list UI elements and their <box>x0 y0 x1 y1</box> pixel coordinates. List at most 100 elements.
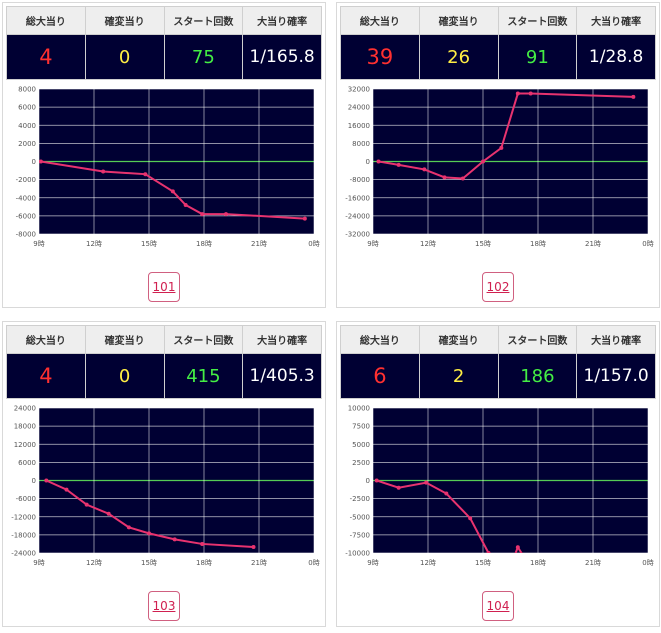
x-tick-label: 12時 <box>86 559 102 567</box>
machine-number-link[interactable]: 101 <box>148 272 180 302</box>
balance-chart: 10000 7500 5000 2500 0 -2500 -5000 -7500 -100009… <box>345 405 654 568</box>
stats-table: 総大当り 確変当り スタート回数 大当り確率 4 0 415 1/405.3 <box>6 325 322 399</box>
data-point <box>126 525 131 530</box>
y-tick-label: -2000 <box>16 176 36 184</box>
header-total-hits: 総大当り <box>6 6 86 35</box>
data-point <box>631 94 636 99</box>
start-count-value: 75 <box>163 34 244 80</box>
x-tick-label: 9時 <box>33 240 44 248</box>
data-point <box>106 511 111 516</box>
x-tick-label: 18時 <box>530 559 546 567</box>
x-tick-label: 18時 <box>196 559 212 567</box>
y-tick-label: 10000 <box>348 405 370 413</box>
header-start-count: スタート回数 <box>497 6 578 35</box>
y-tick-label: 12000 <box>14 441 36 449</box>
stats-table: 総大当り 確変当り スタート回数 大当り確率 6 2 186 1/157.0 <box>340 325 656 399</box>
data-point <box>460 176 465 181</box>
data-point <box>396 162 401 167</box>
y-tick-label: 4000 <box>18 122 36 130</box>
data-point <box>44 478 49 483</box>
header-total-hits: 総大当り <box>340 6 420 35</box>
y-tick-label: -24000 <box>345 212 370 220</box>
y-tick-label: 2000 <box>18 140 36 148</box>
data-point <box>424 480 429 485</box>
data-point <box>499 145 504 150</box>
y-tick-label: -5000 <box>350 513 370 521</box>
data-point <box>302 216 307 221</box>
header-hit-rate: 大当り確率 <box>576 325 656 354</box>
header-kakuhen-hits: 確変当り <box>418 6 499 35</box>
x-tick-label: 15時 <box>475 240 491 248</box>
total-hits-value: 4 <box>6 34 86 80</box>
machine-panel: 総大当り 確変当り スタート回数 大当り確率 4 0 75 1/165.8 10… <box>2 2 326 308</box>
data-point <box>528 91 533 96</box>
total-hits-value: 39 <box>340 34 420 80</box>
balance-chart: 32000 24000 16000 8000 0 -8000 -16000 -24000 -32… <box>345 86 654 249</box>
header-kakuhen-hits: 確変当り <box>418 325 499 354</box>
kakuhen-hits-value: 0 <box>84 34 165 80</box>
x-tick-label: 12時 <box>420 240 436 248</box>
stats-table: 総大当り 確変当り スタート回数 大当り確率 39 26 91 1/28.8 <box>340 6 656 80</box>
y-tick-label: 32000 <box>348 86 370 94</box>
y-tick-label: -10000 <box>345 550 370 558</box>
y-tick-label: 18000 <box>14 423 36 431</box>
machine-panel: 総大当り 確変当り スタート回数 大当り確率 4 0 415 1/405.3 1… <box>2 321 326 627</box>
start-count-value: 91 <box>497 34 578 80</box>
data-point <box>442 175 447 180</box>
y-tick-label: -2500 <box>350 495 370 503</box>
y-tick-label: 7500 <box>352 423 370 431</box>
y-tick-label: 0 <box>32 477 36 485</box>
machine-number-link[interactable]: 102 <box>482 272 514 302</box>
y-tick-label: -6000 <box>16 495 36 503</box>
y-tick-label: 0 <box>366 477 370 485</box>
header-kakuhen-hits: 確変当り <box>84 6 165 35</box>
data-point <box>84 502 89 507</box>
data-point <box>64 487 69 492</box>
y-tick-label: -24000 <box>11 550 36 558</box>
x-tick-label: 18時 <box>196 240 212 248</box>
machine-panel: 総大当り 確変当り スタート回数 大当り確率 39 26 91 1/28.8 1… <box>336 2 660 308</box>
machine-panel: 総大当り 確変当り スタート回数 大当り確率 6 2 186 1/157.0 1… <box>336 321 660 627</box>
hit-rate-value: 1/28.8 <box>576 34 656 80</box>
y-tick-label: 16000 <box>348 122 370 130</box>
y-tick-label: -8000 <box>16 231 36 239</box>
data-point <box>39 159 43 164</box>
x-tick-label: 12時 <box>86 240 102 248</box>
x-tick-label: 21時 <box>585 240 601 248</box>
y-tick-label: 5000 <box>352 441 370 449</box>
header-start-count: スタート回数 <box>497 325 578 354</box>
data-point <box>444 491 449 496</box>
data-point <box>468 516 473 521</box>
header-total-hits: 総大当り <box>6 325 86 354</box>
kakuhen-hits-value: 2 <box>418 353 499 399</box>
machine-number-link[interactable]: 103 <box>148 591 180 621</box>
x-tick-label: 0時 <box>308 240 319 248</box>
x-tick-label: 21時 <box>251 240 267 248</box>
kakuhen-hits-value: 0 <box>84 353 165 399</box>
y-tick-label: 6000 <box>18 104 36 112</box>
series-line <box>40 160 305 220</box>
data-point <box>183 203 188 207</box>
y-tick-label: 2500 <box>352 459 370 467</box>
x-tick-label: 12時 <box>420 559 436 567</box>
header-total-hits: 総大当り <box>340 325 420 354</box>
y-tick-label: -16000 <box>345 194 370 202</box>
data-point <box>515 91 520 96</box>
start-count-value: 415 <box>163 353 244 399</box>
data-point <box>422 167 427 172</box>
x-tick-label: 15時 <box>141 240 157 248</box>
machine-number-link[interactable]: 104 <box>482 591 514 621</box>
x-tick-label: 18時 <box>530 240 546 248</box>
header-start-count: スタート回数 <box>163 6 244 35</box>
y-tick-label: -12000 <box>11 513 36 521</box>
data-point <box>251 544 256 549</box>
data-point <box>147 531 151 536</box>
y-tick-label: -4000 <box>16 194 36 202</box>
x-tick-label: 0時 <box>308 559 319 567</box>
x-tick-label: 9時 <box>367 559 378 567</box>
x-tick-label: 0時 <box>642 559 653 567</box>
y-tick-label: -32000 <box>345 231 370 239</box>
data-point <box>481 159 485 164</box>
x-tick-label: 15時 <box>141 559 157 567</box>
